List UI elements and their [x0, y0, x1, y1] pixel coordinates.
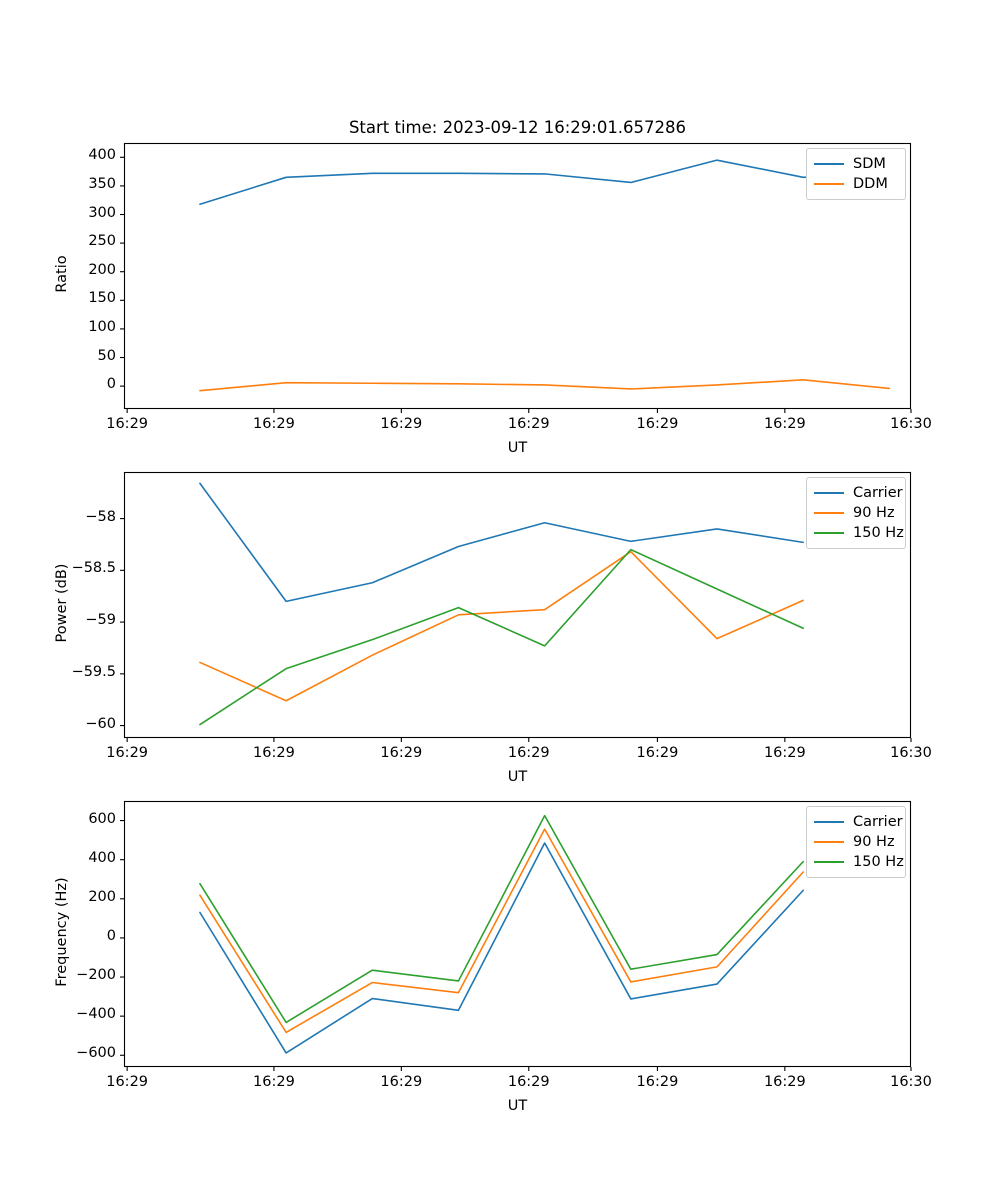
data-line-carrier [199, 482, 804, 603]
x-axis-label: UT [507, 769, 528, 785]
x-tick-label: 16:29 [380, 416, 423, 432]
legend-line-swatch-icon [814, 163, 844, 165]
y-tick-label: 250 [88, 233, 116, 250]
y-tick-label: −58 [85, 508, 116, 525]
x-tick-label: 16:29 [636, 745, 679, 761]
x-tick-label: 16:29 [106, 745, 149, 761]
legend-item: 90 Hz [814, 503, 898, 523]
legend-label: 150 Hz [853, 525, 904, 541]
x-tick-label: 16:29 [106, 416, 149, 432]
x-tick-label: 16:29 [763, 416, 806, 432]
x-tick-label: 16:29 [636, 416, 679, 432]
x-tick-label: 16:29 [253, 416, 295, 432]
x-axis-label: UT [507, 440, 528, 456]
legend-label: Carrier [853, 485, 903, 501]
legend-label: SDM [853, 156, 886, 172]
legend-item: 90 Hz [814, 832, 898, 852]
legend-item: 150 Hz [814, 852, 904, 872]
legend-label: 90 Hz [853, 834, 895, 850]
y-tick-label: 200 [88, 261, 116, 278]
legend-label: 150 Hz [853, 854, 904, 870]
x-tick-label: 16:29 [106, 1074, 149, 1090]
y-tick-label: 200 [88, 888, 116, 905]
x-tick-label: 16:29 [763, 1074, 806, 1090]
y-tick-label: 150 [88, 290, 116, 307]
x-axis-label: UT [507, 1098, 528, 1114]
y-tick-label: −59.5 [71, 663, 116, 680]
legend-label: Carrier [853, 814, 903, 830]
legend-line-swatch-icon [814, 841, 844, 843]
y-tick-label: 300 [88, 204, 116, 221]
y-tick-label: −200 [76, 967, 116, 984]
legend-item: SDM [814, 154, 898, 174]
y-tick-label: 600 [88, 810, 116, 827]
x-tick-label: 16:29 [507, 416, 550, 432]
x-tick-label: 16:29 [507, 745, 550, 761]
y-axis-label: Ratio [54, 255, 70, 293]
axes-frame [123, 142, 912, 410]
y-tick-label: 350 [88, 175, 116, 192]
y-axis-label: Power (dB) [54, 563, 70, 643]
legend-line-swatch-icon [814, 821, 844, 823]
legend-line-swatch-icon [814, 532, 844, 534]
legend-line-swatch-icon [814, 512, 844, 514]
legend-label: 90 Hz [853, 505, 895, 521]
x-tick-label: 16:30 [890, 745, 932, 761]
data-line-150-hz [199, 814, 804, 1024]
figure-title: Start time: 2023-09-12 16:29:01.657286 [348, 118, 687, 137]
legend-subplot-power[interactable]: Carrier 90 Hz 150 Hz [806, 477, 906, 549]
legend-line-swatch-icon [814, 492, 844, 494]
subplot-ratio-canvas [120, 142, 912, 413]
y-tick-label: −59 [85, 612, 116, 629]
axes-frame [123, 800, 912, 1068]
legend-label: DDM [853, 176, 888, 192]
legend-line-swatch-icon [814, 183, 844, 185]
x-tick-label: 16:29 [507, 1074, 550, 1090]
legend-subplot-frequency[interactable]: Carrier 90 Hz 150 Hz [806, 806, 906, 878]
y-tick-label: −60 [85, 715, 116, 732]
legend-item: DDM [814, 174, 898, 194]
subplot-power [120, 471, 912, 742]
x-tick-label: 16:29 [636, 1074, 679, 1090]
x-tick-label: 16:29 [763, 745, 806, 761]
subplot-frequency-canvas [120, 800, 912, 1071]
y-axis-label: Frequency (Hz) [54, 877, 70, 987]
legend-subplot-ratio[interactable]: SDM DDM [806, 148, 906, 200]
legend-item: Carrier [814, 812, 903, 832]
legend-line-swatch-icon [814, 861, 844, 863]
axes-frame [123, 471, 912, 739]
y-tick-label: 0 [106, 927, 116, 944]
legend-item: 150 Hz [814, 523, 904, 543]
x-tick-label: 16:29 [253, 1074, 295, 1090]
y-tick-label: 50 [97, 347, 116, 364]
data-line-90-hz [199, 550, 804, 702]
y-tick-label: 400 [88, 849, 116, 866]
subplot-ratio [120, 142, 912, 413]
legend-item: Carrier [814, 483, 903, 503]
y-tick-label: 0 [106, 376, 116, 393]
y-tick-label: −58.5 [71, 560, 116, 577]
y-tick-label: 100 [88, 318, 116, 335]
subplot-frequency [120, 800, 912, 1071]
x-tick-label: 16:29 [253, 745, 295, 761]
x-tick-label: 16:30 [890, 1074, 932, 1090]
subplot-power-canvas [120, 471, 912, 742]
y-tick-label: −400 [76, 1006, 116, 1023]
y-tick-label: −600 [76, 1045, 116, 1062]
data-line-carrier [199, 842, 804, 1054]
y-tick-label: 400 [88, 147, 116, 164]
data-line-ddm [199, 379, 891, 392]
x-tick-label: 16:30 [890, 416, 932, 432]
x-tick-label: 16:29 [380, 745, 423, 761]
x-tick-label: 16:29 [380, 1074, 423, 1090]
data-line-90-hz [199, 828, 804, 1034]
data-line-150-hz [199, 548, 804, 726]
data-line-sdm [199, 159, 891, 206]
